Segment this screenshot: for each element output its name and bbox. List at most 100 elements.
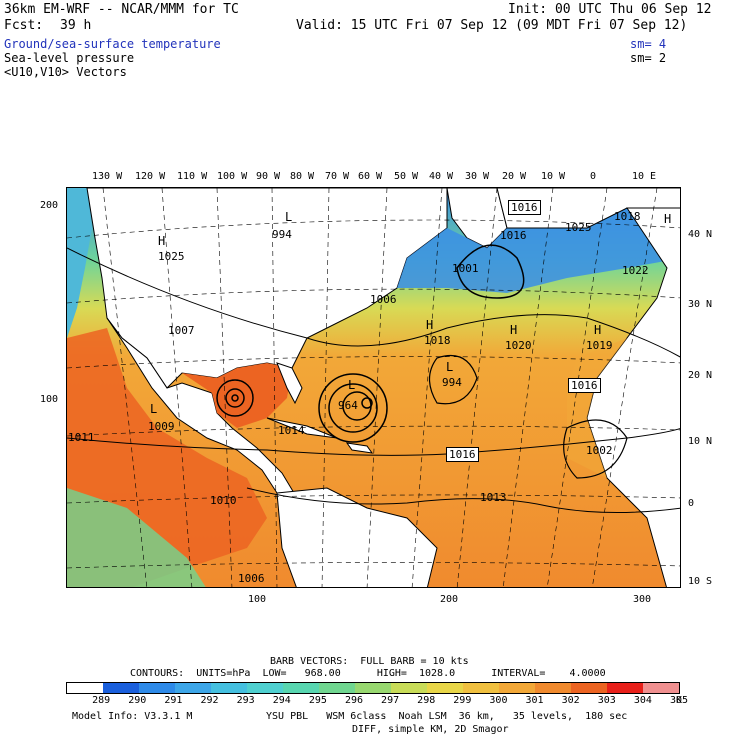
colorbar-swatch xyxy=(319,683,355,693)
latitude-label: 40 N xyxy=(688,229,713,240)
colorbar-swatch xyxy=(643,683,679,693)
pressure-label: 994 xyxy=(272,228,292,241)
colorbar-label: 292 xyxy=(200,695,219,706)
longitude-label: 90 W xyxy=(256,171,281,182)
pressure-label: 994 xyxy=(442,376,462,389)
isobar-994 xyxy=(428,354,478,405)
colorbar-swatch xyxy=(571,683,607,693)
pressure-center-marker: H xyxy=(664,212,672,226)
barb-vectors-note: BARB VECTORS: FULL BARB = 10 kts xyxy=(270,656,469,667)
left-grid-label: 200 xyxy=(40,200,59,211)
init-time: Init: 00 UTC Thu 06 Sep 12 xyxy=(508,2,712,17)
valid-time: Valid: 15 UTC Fri 07 Sep 12 (09 MDT Fri … xyxy=(296,18,688,33)
colorbar-swatch xyxy=(175,683,211,693)
forecast-hour: 39 h xyxy=(60,18,92,33)
pacific-southeast-water xyxy=(67,488,206,587)
colorbar-label: 294 xyxy=(272,695,291,706)
colorbar-label: 305 xyxy=(670,695,689,706)
colorbar-label: 291 xyxy=(164,695,183,706)
pressure-center-marker: H xyxy=(426,318,434,332)
pressure-center-marker: L xyxy=(446,360,454,374)
pressure-center-marker: L xyxy=(285,210,293,224)
longitude-label: 130 W xyxy=(92,171,123,182)
latitude-label: 0 xyxy=(688,498,695,509)
colorbar-label: 293 xyxy=(236,695,255,706)
longitude-label: 60 W xyxy=(358,171,383,182)
south-america-land xyxy=(276,487,438,587)
longitude-label: 70 W xyxy=(325,171,350,182)
isobar-line xyxy=(67,428,680,456)
bottom-grid-label: 100 xyxy=(248,594,267,605)
longitude-label: 0 xyxy=(590,171,597,182)
longitude-label: 120 W xyxy=(135,171,166,182)
hispaniola xyxy=(345,442,374,454)
pressure-label: 1025 xyxy=(158,250,185,263)
pressure-label: 1013 xyxy=(480,491,507,504)
pressure-label: 1007 xyxy=(168,324,195,337)
colorbar-swatch xyxy=(535,683,571,693)
longitude-label: 30 W xyxy=(465,171,490,182)
pacific-cool-water xyxy=(67,188,92,338)
colorbar-label: 295 xyxy=(308,695,327,706)
longitude-label: 80 W xyxy=(290,171,315,182)
pressure-label: 1014 xyxy=(278,424,305,437)
colorbar-swatch xyxy=(103,683,139,693)
colorbar-label: 303 xyxy=(597,695,616,706)
longitude-label: 10 E xyxy=(632,171,657,182)
pressure-center-marker: H xyxy=(510,323,518,337)
colorbar-swatch xyxy=(463,683,499,693)
pressure-label: 1002 xyxy=(586,444,613,457)
latitude-label: 20 N xyxy=(688,370,713,381)
weather-map xyxy=(66,187,681,588)
pressure-label: 964 xyxy=(338,399,358,412)
pressure-label: 1018 xyxy=(614,210,641,223)
colorbar-swatch xyxy=(355,683,391,693)
pressure-label: 1025 xyxy=(565,221,592,234)
colorbar-swatch xyxy=(391,683,427,693)
colorbar-swatch xyxy=(211,683,247,693)
isobar-line xyxy=(67,247,680,358)
colorbar-label: 301 xyxy=(525,695,544,706)
pressure-center-marker: L xyxy=(348,378,356,392)
pressure-label: 1019 xyxy=(586,339,613,352)
map-canvas xyxy=(67,188,680,587)
pressure-label: 1001 xyxy=(452,262,479,275)
pressure-label: 1016 xyxy=(508,200,541,215)
pressure-center-marker: L xyxy=(150,402,158,416)
longitude-label: 20 W xyxy=(502,171,527,182)
field-slp-label: Sea-level pressure xyxy=(4,51,135,65)
colorbar-swatch xyxy=(427,683,463,693)
isobar-ring xyxy=(361,397,373,409)
colorbar-label: 289 xyxy=(92,695,111,706)
colorbar-swatch xyxy=(67,683,103,693)
diffusion-info: DIFF, simple KM, 2D Smagor xyxy=(352,724,509,735)
model-title: 36km EM-WRF -- NCAR/MMM for TC xyxy=(4,2,239,17)
north-atlantic-cool-water xyxy=(397,208,680,293)
pressure-label: 1009 xyxy=(148,420,175,433)
pressure-center-marker: H xyxy=(594,323,602,337)
colorbar-label: 298 xyxy=(417,695,436,706)
isobar-ring xyxy=(318,373,388,443)
forecast-label: Fcst: xyxy=(4,18,44,33)
pressure-label: 1006 xyxy=(238,572,265,585)
isobar-ring xyxy=(225,388,245,408)
bottom-grid-label: 300 xyxy=(633,594,652,605)
colorbar-unit: K xyxy=(676,695,683,706)
latitude-label: 10 S xyxy=(688,576,713,587)
pressure-label: 1011 xyxy=(68,431,95,444)
isobar-low-north-atlantic xyxy=(456,244,525,299)
colorbar-swatch xyxy=(499,683,535,693)
bottom-grid-label: 200 xyxy=(440,594,459,605)
latitude-label: 30 N xyxy=(688,299,713,310)
colorbar-swatch xyxy=(247,683,283,693)
florida xyxy=(276,362,303,405)
pressure-label: 1016 xyxy=(446,447,479,462)
colorbar-label: 300 xyxy=(489,695,508,706)
pressure-center-marker: H xyxy=(158,234,166,248)
colorbar-label: 290 xyxy=(128,695,147,706)
colorbar-swatch xyxy=(607,683,643,693)
pressure-label: 1016 xyxy=(500,229,527,242)
longitude-label: 50 W xyxy=(394,171,419,182)
isobar-ring xyxy=(216,379,254,417)
colorbar-swatch xyxy=(283,683,319,693)
